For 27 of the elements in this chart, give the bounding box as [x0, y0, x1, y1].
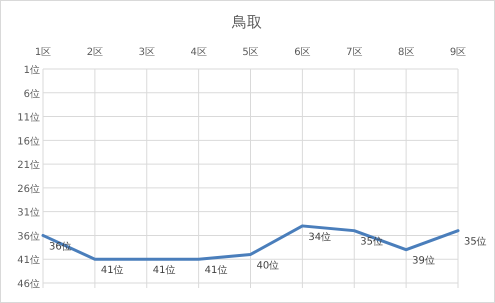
data-label: 41位 [204, 264, 228, 276]
data-label: 40位 [256, 259, 280, 272]
data-label: 41位 [152, 264, 176, 276]
x-tick-label: 3区 [138, 47, 155, 58]
data-label: 34位 [308, 230, 332, 243]
chart-title: 鳥取 [231, 13, 262, 31]
x-tick-label: 1区 [34, 47, 52, 58]
y-tick-label: 46位 [17, 278, 40, 290]
x-tick-label: 2区 [86, 47, 104, 58]
x-tick-label: 8区 [398, 47, 414, 58]
y-tick-label: 16位 [17, 135, 40, 148]
y-tick-label: 1位 [24, 64, 40, 76]
y-tick-label: 41位 [17, 254, 40, 266]
x-tick-label: 6区 [294, 47, 311, 58]
y-tick-label: 36位 [17, 230, 40, 242]
x-tick-label: 9区 [450, 47, 466, 58]
data-label: 39位 [412, 254, 435, 267]
y-tick-label: 6位 [24, 88, 40, 100]
y-tick-label: 11位 [17, 112, 40, 124]
data-label: 41位 [100, 264, 124, 276]
x-tick-label: 4区 [190, 47, 207, 58]
data-label: 35位 [464, 236, 487, 248]
y-tick-label: 21位 [17, 159, 40, 172]
x-tick-label: 7区 [346, 47, 362, 58]
x-tick-label: 5区 [242, 47, 259, 58]
y-tick-label: 26位 [17, 182, 40, 195]
y-tick-label: 31位 [17, 206, 40, 219]
